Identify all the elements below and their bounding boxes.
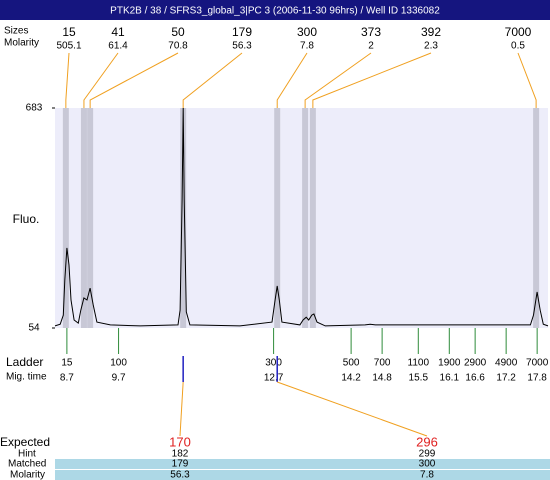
- peak-band: [302, 108, 309, 328]
- molarity-value: 56.3: [170, 470, 190, 480]
- plot-background: [55, 108, 548, 328]
- peak-molarity: 7.8: [300, 41, 314, 52]
- ladder-time: 12.7: [264, 373, 284, 384]
- peak-size: 392: [421, 25, 441, 39]
- peak-molarity: 2: [368, 41, 374, 52]
- ladder-size: 15: [61, 358, 73, 369]
- hint-value: 182: [172, 449, 189, 460]
- ladder-time: 15.5: [409, 373, 429, 384]
- peak-molarity: 61.4: [108, 41, 128, 52]
- peak-size: 41: [111, 25, 125, 39]
- y-tick-label: 683: [26, 103, 43, 114]
- match-connector: [277, 381, 428, 437]
- matched-value: 179: [172, 459, 189, 470]
- ladder-size: 700: [374, 358, 391, 369]
- expected-label: Expected: [0, 435, 50, 449]
- peak-molarity: 0.5: [511, 41, 525, 52]
- match-connector: [179, 381, 184, 437]
- peak-connector: [304, 52, 372, 108]
- ladder-time: 8.7: [60, 373, 74, 384]
- peak-band: [309, 108, 316, 328]
- ladder-size: 1100: [408, 358, 430, 369]
- ladder-size: 4900: [495, 358, 518, 369]
- hint-label: Hint: [18, 449, 36, 460]
- molarity-row-label: Molarity: [4, 38, 39, 49]
- title: PTK2B / 38 / SFRS3_global_3|PC 3 (2006-1…: [110, 6, 440, 17]
- ladder-label: Ladder: [6, 355, 43, 369]
- y-axis-label: Fluo.: [13, 212, 40, 226]
- peak-connector: [65, 52, 70, 108]
- molarity-value: 7.8: [420, 470, 434, 480]
- ladder-size: 7000: [526, 358, 549, 369]
- peak-band: [87, 108, 94, 328]
- peak-connector: [517, 52, 537, 108]
- peak-connector: [89, 52, 179, 108]
- matched-value: 300: [419, 459, 436, 470]
- ladder-time: 14.2: [341, 373, 361, 384]
- ladder-size: 1900: [438, 358, 461, 369]
- peak-band: [180, 108, 187, 328]
- peak-molarity: 2.3: [424, 41, 438, 52]
- peak-size: 179: [232, 25, 252, 39]
- title-bar: [0, 0, 550, 20]
- peak-band: [274, 108, 281, 328]
- matched-label: Matched: [8, 459, 46, 470]
- peak-size: 300: [297, 25, 317, 39]
- molarity-label: Molarity: [10, 470, 45, 480]
- peak-size: 15: [62, 25, 76, 39]
- expected-value: 170: [169, 434, 191, 449]
- ladder-time: 9.7: [112, 373, 126, 384]
- peak-size: 373: [361, 25, 381, 39]
- ladder-size: 100: [110, 358, 127, 369]
- ladder-size: 300: [265, 358, 282, 369]
- trace: [54, 107, 549, 327]
- expected-value: 296: [416, 434, 438, 449]
- peak-connector: [182, 52, 243, 108]
- peak-connector: [312, 52, 432, 108]
- mig-time-label: Mig. time: [6, 372, 47, 383]
- peak-band: [80, 108, 87, 328]
- peak-connector: [83, 52, 119, 108]
- sizes-row-label: Sizes: [4, 26, 28, 37]
- peak-size: 7000: [505, 25, 532, 39]
- peak-band: [62, 108, 69, 328]
- ladder-size: 500: [343, 358, 360, 369]
- matched-row-bg: [55, 459, 550, 469]
- ladder-time: 16.1: [440, 373, 460, 384]
- peak-band: [533, 108, 540, 328]
- ladder-time: 16.6: [465, 373, 485, 384]
- peak-connector: [276, 52, 308, 108]
- ladder-size: 2900: [464, 358, 487, 369]
- hint-value: 299: [419, 449, 436, 460]
- ladder-time: 14.8: [372, 373, 392, 384]
- peak-molarity: 505.1: [56, 41, 81, 52]
- ladder-time: 17.2: [496, 373, 516, 384]
- peak-size: 50: [171, 25, 185, 39]
- peak-molarity: 56.3: [232, 41, 252, 52]
- peak-molarity: 70.8: [168, 41, 188, 52]
- ladder-time: 17.8: [527, 373, 547, 384]
- y-tick-label: 54: [28, 323, 40, 334]
- molarity-row-bg: [55, 470, 550, 480]
